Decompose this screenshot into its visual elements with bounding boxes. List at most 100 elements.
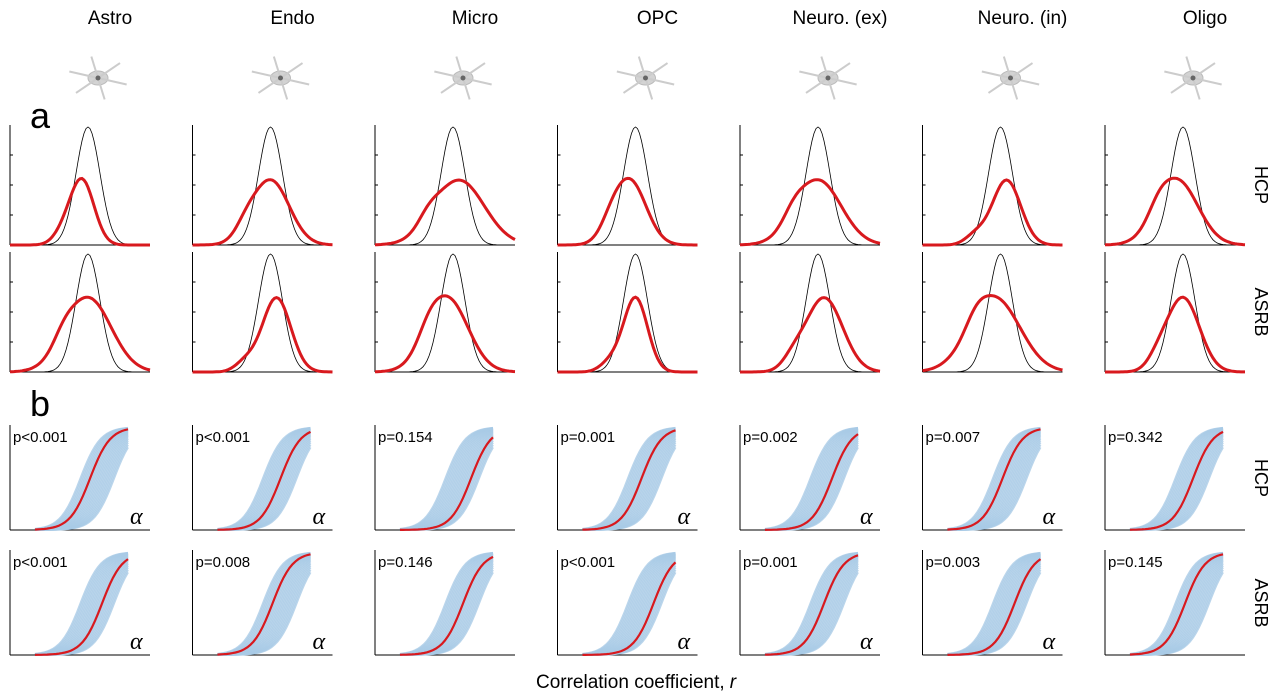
p-value: p=0.002 — [743, 429, 798, 446]
row-label: ASRB — [1251, 287, 1271, 336]
cell-icon-process — [75, 77, 99, 94]
cell-icon-process — [1192, 62, 1216, 79]
cell-icon-process — [97, 62, 121, 79]
cell-icon-process — [97, 77, 106, 100]
alpha-symbol: α — [860, 629, 873, 655]
column-title: Oligo — [1183, 8, 1227, 29]
observed-cdf — [34, 428, 129, 531]
row-label: HCP — [1251, 459, 1271, 497]
null-density — [10, 253, 150, 373]
observed-cdf — [764, 554, 859, 656]
cell-icon-process — [1170, 77, 1194, 94]
cell-icon-process — [90, 56, 99, 79]
observed-density — [557, 176, 698, 247]
observed-cdf — [764, 433, 859, 531]
column-title: Astro — [88, 8, 132, 29]
row-label: HCP — [1251, 166, 1271, 204]
p-value: p<0.001 — [196, 429, 251, 446]
observed-density — [9, 295, 151, 374]
null-cdf — [947, 446, 1042, 531]
observed-density — [10, 176, 150, 247]
alpha-symbol: α — [1043, 504, 1056, 530]
null-density — [1105, 253, 1245, 373]
cell-icon-process — [622, 77, 647, 94]
cell-icon-process — [644, 62, 669, 79]
cell-icon-process — [981, 70, 1011, 79]
column-title: Micro — [452, 8, 498, 29]
cell-icon-process — [440, 77, 464, 94]
cell-icon-nucleus — [1008, 75, 1013, 81]
p-value: p<0.001 — [13, 554, 68, 571]
observed-density — [374, 294, 516, 374]
cell-icon-process — [827, 77, 836, 100]
null-density — [375, 126, 515, 246]
alpha-symbol: α — [313, 629, 326, 655]
cell-icon-process — [1192, 77, 1201, 100]
observed-cdf — [217, 430, 312, 531]
cell-icon-nucleus — [95, 75, 101, 81]
alpha-symbol: α — [130, 629, 143, 655]
p-value: p=0.003 — [926, 554, 981, 571]
null-density — [375, 253, 515, 373]
cell-icon-process — [827, 62, 851, 79]
cell-icon-process — [455, 56, 464, 79]
p-value: p=0.146 — [378, 554, 433, 571]
cell-icon-process — [644, 77, 654, 100]
observed-density — [1105, 295, 1245, 374]
observed-density — [192, 295, 333, 374]
column-title: Neuro. (ex) — [792, 8, 887, 29]
alpha-symbol: α — [678, 629, 691, 655]
p-value: p=0.008 — [196, 554, 251, 571]
cell-icon-process — [462, 62, 486, 79]
alpha-symbol: α — [130, 504, 143, 530]
p-value: p<0.001 — [13, 429, 68, 446]
alpha-symbol: α — [313, 504, 326, 530]
row-label: ASRB — [1251, 578, 1271, 627]
cell-icon-process — [280, 77, 310, 86]
cell-icon-nucleus — [1190, 75, 1196, 81]
cell-icon-process — [645, 77, 675, 86]
cell-icon-process — [1002, 56, 1012, 79]
x-label-text: Correlation coefficient, — [536, 672, 725, 693]
cell-icon-process — [434, 70, 464, 79]
cell-icon-process — [272, 56, 282, 79]
cell-icon-process — [637, 56, 647, 79]
cell-icon-nucleus — [825, 75, 831, 81]
observed-cdf — [582, 561, 677, 656]
column-title: Endo — [270, 8, 314, 29]
null-density — [557, 126, 698, 246]
cell-icon-process — [805, 77, 829, 94]
panel-label: b — [30, 383, 50, 424]
cell-icon-nucleus — [460, 75, 466, 81]
null-density — [1105, 126, 1245, 246]
panel-label: a — [30, 95, 51, 136]
alpha-symbol: α — [860, 504, 873, 530]
column-title: Neuro. (in) — [978, 8, 1068, 29]
cell-icon-process — [69, 70, 99, 79]
observed-cdf — [947, 558, 1042, 656]
column-title: OPC — [637, 8, 678, 29]
cell-icon-process — [251, 70, 281, 79]
p-value: p=0.145 — [1108, 554, 1163, 571]
null-density — [10, 126, 150, 246]
cell-icon-process — [279, 77, 289, 100]
null-density — [922, 126, 1063, 246]
cell-icon-process — [827, 77, 857, 86]
p-value: p=0.007 — [926, 429, 981, 446]
p-value: p<0.001 — [561, 554, 616, 571]
observed-cdf — [399, 555, 494, 656]
null-density — [740, 126, 880, 246]
observed-cdf — [34, 558, 129, 656]
observed-cdf — [947, 428, 1041, 531]
observed-density — [192, 178, 333, 247]
cell-icon-process — [1192, 77, 1222, 86]
cell-icon-process — [1009, 62, 1034, 79]
cell-icon-process — [462, 77, 492, 86]
cell-icon-nucleus — [278, 75, 283, 81]
observed-density — [557, 295, 698, 374]
cell-icon-nucleus — [643, 75, 648, 81]
null-cdf — [1129, 571, 1224, 656]
null-density — [922, 253, 1063, 373]
observed-density — [740, 296, 881, 374]
p-value: p=0.001 — [561, 429, 616, 446]
